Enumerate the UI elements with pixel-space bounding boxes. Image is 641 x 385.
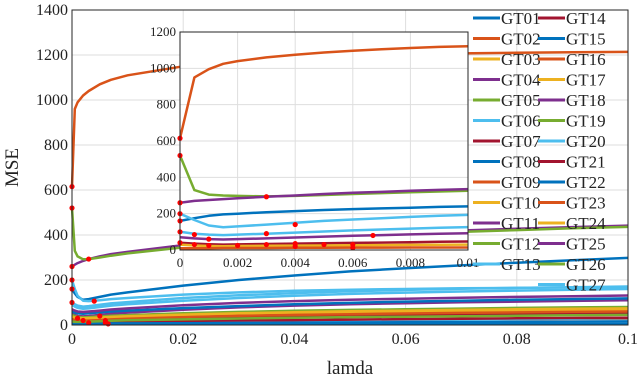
inset-y-tick-label: 1000 (150, 60, 176, 75)
main-y-tick-label: 800 (44, 137, 68, 154)
legend-label-gt19: GT19 (566, 112, 606, 131)
optimal-point-marker (105, 321, 111, 327)
legend-label-gt13: GT13 (501, 255, 541, 274)
inset-optimal-point-marker (206, 242, 212, 249)
main-y-tick-label: 400 (44, 227, 68, 244)
legend-label-gt11: GT11 (501, 214, 540, 233)
main-y-tick-label: 600 (44, 182, 68, 199)
legend-label-gt24: GT24 (566, 214, 606, 233)
inset-y-tick-label: 800 (157, 97, 177, 112)
x-axis-label: lamda (327, 358, 374, 379)
optimal-point-marker (86, 256, 92, 262)
inset-x-tick-label: 0.004 (281, 255, 311, 270)
inset-optimal-point-marker (292, 243, 298, 249)
inset-optimal-point-marker (263, 241, 269, 248)
main-y-tick-label: 1000 (36, 92, 68, 109)
legend-label-gt05: GT05 (501, 91, 541, 110)
inset-y-tick-label: 200 (157, 206, 177, 221)
inset-optimal-point-marker (191, 231, 197, 238)
inset-series-line-gt08 (179, 205, 469, 223)
main-x-tick-label: 0 (68, 331, 76, 348)
main-x-tick-label: 0.1 (618, 331, 638, 348)
inset-series-line-gt11 (179, 187, 469, 205)
series-line-gt15 (72, 320, 629, 326)
inset-x-tick-label: 0.006 (338, 255, 368, 270)
inset-series-line-gt09 (178, 44, 469, 139)
inset-x-tick-label: 0.002 (223, 255, 252, 270)
legend-label-gt18: GT18 (566, 91, 606, 110)
inset-optimal-point-marker (263, 231, 269, 237)
legend-label-gt26: GT26 (566, 255, 606, 274)
inset-series-line-gt02 (180, 246, 468, 250)
series-line-gt27 (71, 287, 629, 311)
main-series (69, 50, 629, 327)
inset-x-tick-label: 0.01 (457, 255, 480, 270)
inset-optimal-point-marker (350, 245, 356, 251)
main-x-tick-label: 0.02 (169, 331, 197, 348)
legend-label-gt21: GT21 (566, 153, 606, 172)
inset-optimal-point-marker (206, 236, 212, 242)
inset-y-tick-label: 600 (157, 133, 177, 148)
inset-x-tick-label: 0.008 (396, 255, 425, 270)
optimal-point-marker (86, 320, 92, 326)
main-y-tick-label: 1400 (36, 2, 68, 19)
series-line-gt22 (71, 297, 629, 316)
inset-optimal-point-marker (370, 232, 376, 239)
main-y-tick-label: 0 (60, 317, 68, 334)
legend-label-gt20: GT20 (566, 132, 606, 151)
legend-label-gt14: GT14 (566, 9, 606, 28)
legend-label-gt12: GT12 (501, 235, 541, 254)
optimal-point-marker (97, 313, 103, 319)
legend-label-gt16: GT16 (566, 50, 606, 69)
main-x-tick-label: 0.08 (503, 331, 531, 348)
legend-label-gt07: GT07 (501, 132, 541, 151)
y-axis-label: MSE (2, 148, 23, 187)
inset-axes-box (179, 31, 469, 251)
legend-label-gt09: GT09 (501, 173, 541, 192)
legend-label-gt08: GT08 (501, 153, 541, 172)
legend-label-gt17: GT17 (566, 71, 606, 90)
series-line-gt24 (71, 307, 629, 320)
legend-label-gt10: GT10 (501, 194, 541, 213)
optimal-point-marker (91, 298, 97, 304)
inset-y-tick-label: 400 (157, 169, 177, 184)
inset-y-tick-label: 1200 (150, 24, 176, 39)
legend-label-gt04: GT04 (501, 71, 541, 90)
legend-label-gt06: GT06 (501, 112, 541, 131)
main-axes-box (71, 9, 629, 326)
main-x-tick-label: 0.06 (392, 331, 420, 348)
inset-x-tick-label: 0 (177, 255, 184, 270)
optimal-point-marker (80, 317, 86, 324)
legend-label-gt15: GT15 (566, 30, 606, 49)
legend-label-gt02: GT02 (501, 30, 541, 49)
series-line-gt25 (71, 294, 629, 314)
inset-optimal-point-marker (191, 241, 197, 248)
inset-optimal-point-marker (321, 241, 327, 248)
legend-label-gt25: GT25 (566, 235, 606, 254)
inset-optimal-point-marker (263, 194, 269, 200)
inset-optimal-point-marker (235, 242, 241, 249)
main-x-tick-label: 0.04 (280, 331, 308, 348)
optimal-point-marker (74, 315, 81, 321)
inset-series-line-gt20 (179, 225, 469, 237)
inset-optimal-point-marker (292, 221, 298, 228)
inset-y-tick-label: 0 (170, 242, 177, 257)
legend-label-gt23: GT23 (566, 194, 606, 213)
legend-label-gt01: GT01 (501, 9, 541, 28)
inset-series (177, 44, 469, 251)
legend-label-gt27: GT27 (566, 276, 606, 295)
main-y-tick-label: 1200 (36, 47, 68, 64)
main-y-tick-label: 200 (44, 272, 68, 289)
series-line-gt20 (71, 285, 629, 308)
legend-label-gt22: GT22 (566, 173, 606, 192)
legend-label-gt03: GT03 (501, 50, 541, 69)
